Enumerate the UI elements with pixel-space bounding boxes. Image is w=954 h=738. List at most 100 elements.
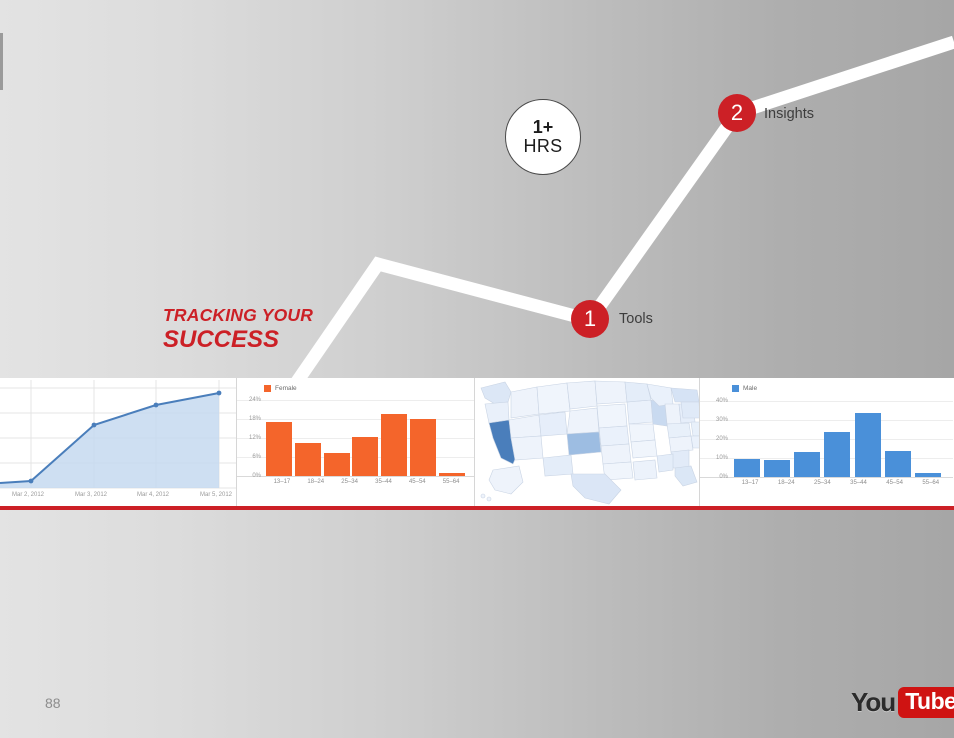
red-divider <box>0 506 954 510</box>
x-tick: 13–17 <box>741 480 759 486</box>
hours-badge-value: 1+ <box>532 117 554 138</box>
x-tick: 25–34 <box>814 480 831 486</box>
dashboard-strip: Mar 2, 2012 Mar 3, 2012 Mar 4, 2012 Mar … <box>0 378 954 506</box>
step-node-1-number: 1 <box>583 306 597 331</box>
y-tick: 40% <box>715 398 728 404</box>
state-georgia <box>670 449 690 469</box>
bar <box>438 473 465 476</box>
male-bar-chart: Male 40% 30% 20% 10% 0% <box>700 378 953 506</box>
x-tick: 13–17 <box>273 479 291 485</box>
bar <box>884 451 911 477</box>
state-minnesota <box>594 380 628 405</box>
x-tick: Mar 4, 2012 <box>137 492 170 498</box>
step-node-1-label: Tools <box>619 311 653 327</box>
chart-panel-female-demographics[interactable]: Female 24% 18% 12% 6% 0% <box>237 378 475 506</box>
state-new-york <box>670 387 699 403</box>
y-tick: 24% <box>248 397 261 403</box>
y-tick: 20% <box>715 436 728 442</box>
x-tick: Mar 3, 2012 <box>75 492 108 498</box>
x-tick: 45–54 <box>408 479 426 485</box>
y-tick: 12% <box>248 435 261 441</box>
hours-badge-unit: HRS <box>523 136 563 156</box>
step-node-2[interactable]: 2 <box>718 94 756 132</box>
step-node-1[interactable]: 1 <box>571 300 609 338</box>
x-tick: 45–54 <box>886 480 903 486</box>
state-virginia <box>690 421 699 437</box>
bar <box>381 413 408 476</box>
state-texas <box>570 473 622 505</box>
state-kansas <box>600 443 632 465</box>
state-tennessee <box>668 435 694 453</box>
state-utah <box>538 411 568 437</box>
state-florida <box>674 465 698 487</box>
youtube-logo: You Tube <box>851 687 954 718</box>
y-tick: 30% <box>715 417 728 423</box>
state-alaska <box>488 465 524 495</box>
x-tick: 55–64 <box>442 479 460 485</box>
chart-panel-views-over-time[interactable]: Mar 2, 2012 Mar 3, 2012 Mar 4, 2012 Mar … <box>0 378 237 506</box>
female-bar-chart: Female 24% 18% 12% 6% 0% <box>237 378 474 506</box>
state-south-dakota <box>596 403 628 429</box>
youtube-logo-you: You <box>851 687 896 717</box>
youtube-logo-tube: Tube <box>898 687 954 718</box>
legend-label: Female <box>275 385 297 392</box>
page-number: 88 <box>45 695 61 711</box>
y-tick: 6% <box>252 454 261 460</box>
x-tick: 18–24 <box>777 480 795 486</box>
x-tick: 18–24 <box>307 479 325 485</box>
page-title-line2: SUCCESS <box>163 325 280 353</box>
x-tick: 35–44 <box>850 480 867 486</box>
bar <box>266 421 293 476</box>
male-chart-x-axis: 13–17 18–24 25–34 35–44 45–54 55–64 65+ <box>732 480 953 486</box>
x-tick: Mar 2, 2012 <box>12 492 45 498</box>
chart-panel-male-demographics[interactable]: Male 40% 30% 20% 10% 0% <box>700 378 953 506</box>
state-arizona <box>510 435 544 461</box>
bar <box>409 419 436 476</box>
bar <box>824 432 851 477</box>
state-indiana <box>664 403 682 425</box>
x-tick: 55–64 <box>922 480 940 486</box>
bar <box>854 413 881 477</box>
y-tick: 0% <box>252 473 261 479</box>
chart-panel-geography-map[interactable] <box>475 378 700 506</box>
x-tick: Mar 5, 2012 <box>200 492 233 498</box>
page-title-line1: TRACKING YOUR <box>163 305 314 325</box>
legend-swatch-icon <box>264 385 271 392</box>
state-new-mexico <box>542 454 574 477</box>
bar <box>764 459 791 477</box>
area-chart <box>0 380 236 506</box>
bar <box>323 452 350 476</box>
state-missouri <box>628 423 656 443</box>
bar <box>794 452 821 477</box>
state-hawaii <box>480 493 486 499</box>
state-alabama-mississippi <box>656 453 674 473</box>
step-node-2-number: 2 <box>730 100 744 125</box>
bar <box>914 472 941 477</box>
state-carolinas <box>690 435 699 449</box>
y-tick: 10% <box>715 455 728 461</box>
bar <box>734 459 761 477</box>
female-chart-x-axis: 13–17 18–24 25–34 35–44 45–54 55–64 65+ <box>265 479 474 485</box>
y-tick: 18% <box>248 416 261 422</box>
area-chart-x-axis: Mar 2, 2012 Mar 3, 2012 Mar 4, 2012 Mar … <box>0 492 236 504</box>
state-oregon <box>484 401 510 424</box>
page-title: TRACKING YOUR SUCCESS <box>163 305 314 353</box>
chart-legend-female: Female <box>264 385 297 392</box>
state-arkansas <box>630 439 658 459</box>
x-tick: 35–44 <box>375 479 392 485</box>
state-louisiana <box>632 459 658 481</box>
us-choropleth-map <box>475 378 699 506</box>
x-tick: 25–34 <box>341 479 358 485</box>
state-iowa <box>626 399 654 425</box>
state-north-dakota <box>566 380 598 410</box>
chart-legend-male: Male <box>732 385 757 392</box>
state-pennsylvania <box>680 401 699 419</box>
state-wyoming <box>566 407 600 435</box>
state-nebraska <box>598 425 630 447</box>
y-tick: 0% <box>719 474 728 480</box>
state-colorado <box>566 431 602 456</box>
bar <box>352 436 379 476</box>
legend-swatch-icon <box>732 385 739 392</box>
state-kentucky <box>666 422 692 439</box>
